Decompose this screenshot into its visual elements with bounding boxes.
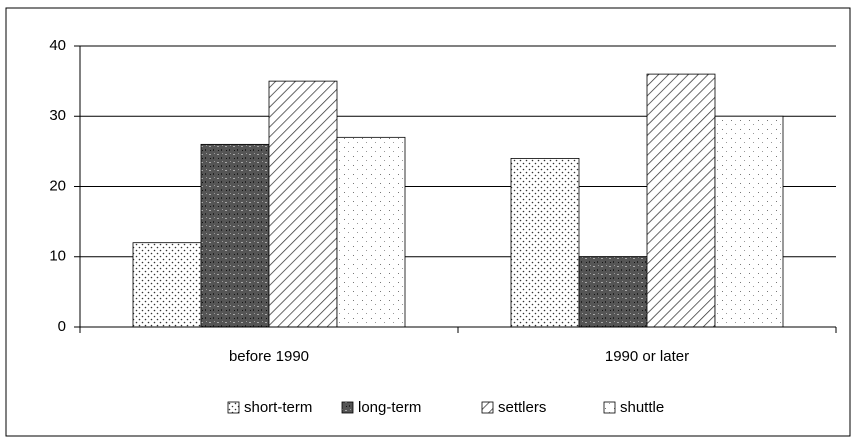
x-tick-label: before 1990 bbox=[229, 348, 309, 365]
legend-swatch bbox=[341, 401, 354, 414]
bar bbox=[200, 143, 270, 328]
bar bbox=[578, 256, 648, 328]
bar bbox=[510, 157, 580, 328]
bar bbox=[714, 115, 784, 328]
y-tick-label: 20 bbox=[49, 177, 66, 194]
bar bbox=[646, 73, 716, 328]
legend-swatch bbox=[603, 401, 616, 414]
y-tick-label: 10 bbox=[49, 248, 66, 265]
bar bbox=[336, 136, 406, 328]
bar bbox=[268, 80, 338, 328]
legend-swatch bbox=[481, 401, 494, 414]
x-tick-label: 1990 or later bbox=[605, 348, 689, 365]
y-tick-label: 30 bbox=[49, 107, 66, 124]
bar bbox=[132, 242, 202, 328]
legend-swatch bbox=[227, 401, 240, 414]
legend-label: settlers bbox=[498, 399, 546, 416]
y-tick-label: 40 bbox=[49, 37, 66, 54]
frame bbox=[5, 7, 851, 437]
legend-label: short-term bbox=[244, 399, 312, 416]
legend-label: long-term bbox=[358, 399, 421, 416]
y-tick-label: 0 bbox=[58, 318, 66, 335]
legend-label: shuttle bbox=[620, 399, 664, 416]
